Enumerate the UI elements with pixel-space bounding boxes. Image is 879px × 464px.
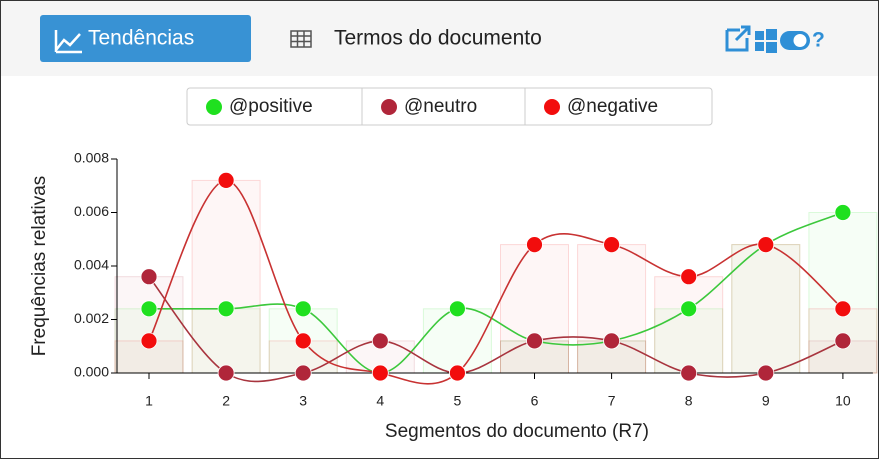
point [371, 364, 389, 382]
point [603, 236, 620, 254]
bar [731, 244, 801, 374]
point [448, 364, 466, 382]
point [526, 236, 543, 254]
tab-icon [290, 30, 312, 48]
point [680, 364, 698, 382]
x-tick-label: 2 [222, 393, 230, 409]
tab-icon [54, 30, 82, 54]
legend-item[interactable]: @neutro [361, 88, 477, 125]
point [371, 332, 389, 350]
point [603, 332, 620, 350]
x-tick-label: 6 [531, 393, 539, 409]
point [680, 300, 698, 318]
tab-terms[interactable]: Termos do documento [290, 27, 542, 50]
point [217, 364, 235, 382]
legend-label: @positive [229, 96, 313, 117]
x-tick-label: 9 [762, 393, 770, 409]
x-tick-label: 10 [835, 393, 851, 409]
x-tick-label: 5 [454, 393, 462, 409]
point [217, 300, 235, 318]
point [140, 268, 158, 286]
plot: 0.000 0.002 0.004 0.006 0.008 1 2 3 4 5 6 7 8 9 10 Segm… [29, 150, 878, 442]
series-line [148, 179, 844, 385]
windows-icon[interactable] [755, 29, 777, 53]
point [680, 268, 698, 286]
x-axis-label: Segmentos do documento (R7) [385, 421, 649, 442]
point [526, 332, 543, 350]
bar [731, 244, 801, 374]
y-tick-label: 0.006 [74, 203, 109, 219]
y-tick-label: 0.008 [74, 150, 109, 166]
legend-swatch [381, 99, 397, 115]
bar [654, 276, 724, 374]
point [757, 236, 775, 254]
bar [500, 244, 569, 374]
point [834, 300, 852, 318]
point [140, 300, 158, 318]
point [757, 364, 775, 382]
legend-label: @negative [567, 96, 658, 117]
tab-bg [40, 15, 251, 62]
point [294, 332, 312, 350]
tab-trends[interactable]: Tendências [40, 15, 251, 62]
point [834, 204, 852, 221]
legend-swatch [206, 99, 222, 115]
bar [191, 179, 261, 374]
help-icon[interactable]: ? [812, 29, 825, 52]
x-tick-label: 3 [299, 393, 307, 409]
y-tick-label: 0.004 [74, 257, 109, 273]
tab-label: Termos do documento [334, 27, 542, 50]
bar [422, 308, 492, 374]
point [294, 364, 312, 382]
point [140, 332, 158, 350]
y-tick-label: 0.000 [74, 364, 109, 380]
x-tick-label: 1 [145, 393, 153, 409]
tool-icons: ? [725, 25, 825, 53]
legend-item[interactable]: @negative [524, 88, 658, 125]
bar [191, 308, 261, 374]
legend-label: @neutro [404, 96, 477, 117]
legend: @positive @neutro @negative [186, 87, 713, 126]
legend-box [186, 87, 713, 126]
x-tick-label: 4 [376, 393, 384, 409]
point [217, 171, 235, 189]
point [448, 300, 466, 318]
legend-item[interactable]: @positive [206, 96, 313, 117]
point [834, 332, 852, 350]
tab-label: Tendências [88, 27, 194, 50]
y-axis-label: Frequências relativas [29, 176, 50, 357]
point [294, 300, 312, 318]
toggle-icon[interactable] [780, 31, 810, 50]
series-line [148, 276, 844, 383]
export-icon[interactable] [725, 25, 751, 52]
x-tick-label: 8 [685, 393, 693, 409]
y-tick-label: 0.002 [74, 310, 109, 326]
bar [577, 244, 647, 374]
x-tick-label: 7 [608, 393, 616, 409]
legend-swatch [544, 99, 560, 115]
